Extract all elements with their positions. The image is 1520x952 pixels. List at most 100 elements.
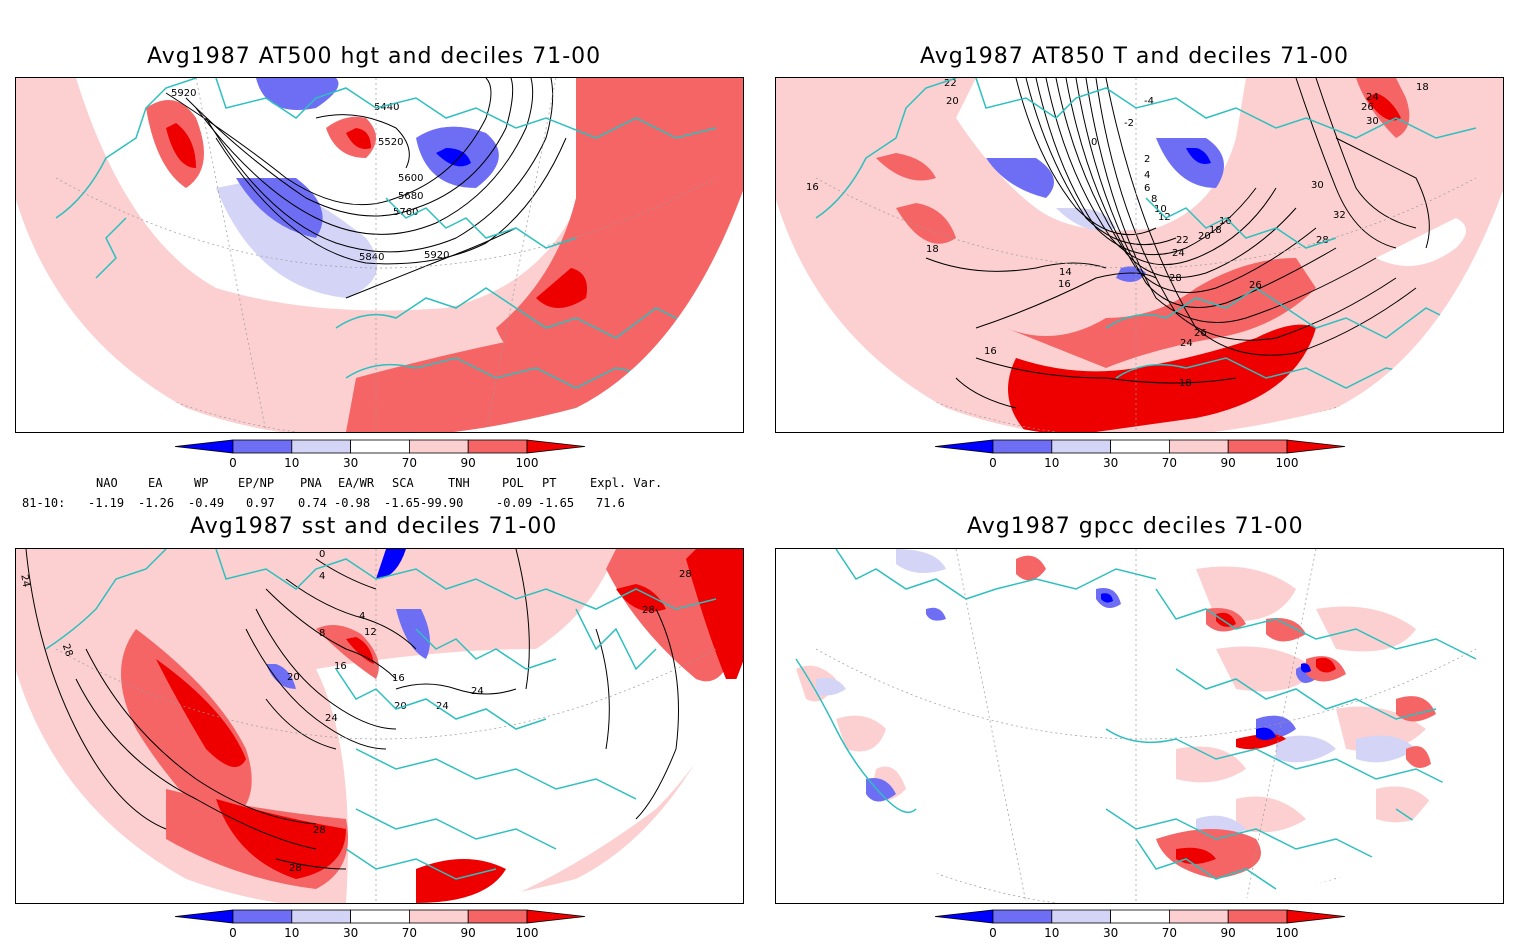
contour-label: 4 bbox=[359, 611, 365, 622]
colorbar-svg: 0 10 30 70 90 100 bbox=[934, 439, 1346, 470]
colorbar-swatch bbox=[526, 439, 586, 454]
colorbar-gpcc: 0 10 30 70 90 100 bbox=[934, 908, 1355, 948]
colorbar-tick-label: 90 bbox=[1221, 456, 1236, 470]
colorbar-swatch bbox=[232, 909, 293, 924]
index-header: POL bbox=[502, 476, 524, 490]
colorbar-swatch bbox=[1110, 909, 1170, 924]
index-header: NAO bbox=[96, 476, 118, 490]
contour-label: 20 bbox=[287, 672, 300, 683]
colorbar-swatch bbox=[291, 909, 352, 924]
colorbar-swatch bbox=[1227, 439, 1288, 454]
contour-label: 5520 bbox=[378, 137, 403, 148]
index-header: PNA bbox=[300, 476, 322, 490]
contour-label: 28 bbox=[313, 825, 326, 836]
contour-label: 26 bbox=[1361, 102, 1374, 113]
contour-label: 28 bbox=[289, 863, 302, 874]
colorbar-swatch bbox=[1051, 909, 1112, 924]
index-value: 71.6 bbox=[596, 496, 625, 510]
map-panel-t850: 22 20 -4 -2 0 2 4 6 8 10 12 14 16 16 18 … bbox=[775, 77, 1504, 433]
colorbar-tick-label: 90 bbox=[461, 456, 476, 470]
colorbar-swatch bbox=[1286, 909, 1346, 924]
contour-label: 5680 bbox=[398, 191, 423, 202]
index-header: Expl. Var. bbox=[590, 476, 663, 490]
index-header: EP/NP bbox=[238, 476, 275, 490]
contour-label: 28 bbox=[1169, 273, 1182, 284]
index-header: PT bbox=[542, 476, 557, 490]
contour-label: 24 bbox=[18, 574, 31, 588]
contour-label: 24 bbox=[1172, 248, 1185, 259]
map-panel-sst: 24 28 0 4 4 8 12 16 20 24 24 28 28 28 28… bbox=[15, 548, 744, 904]
index-value: -99.90 bbox=[420, 496, 464, 510]
colorbar-swatch bbox=[350, 909, 410, 924]
contour-label: 5600 bbox=[398, 173, 423, 184]
colorbar-swatch bbox=[526, 909, 586, 924]
colorbar-swatch bbox=[1110, 439, 1170, 454]
contour-label: 30 bbox=[1311, 180, 1324, 191]
colorbar-tick-label: 10 bbox=[284, 456, 299, 470]
colorbar-swatch bbox=[1227, 909, 1288, 924]
contour-label: 18 bbox=[926, 244, 939, 255]
colorbar-tick-label: 10 bbox=[1044, 456, 1059, 470]
index-header: SCA bbox=[392, 476, 414, 490]
colorbar-tick-label: 100 bbox=[1276, 456, 1299, 470]
contour-label: 8 bbox=[319, 628, 325, 639]
contour-label: 18 bbox=[1416, 82, 1429, 93]
colorbar-tick-label: 0 bbox=[989, 456, 997, 470]
colorbar-swatch bbox=[291, 439, 352, 454]
panel-title-t850: Avg1987 AT850 T and deciles 71-00 bbox=[920, 44, 1350, 69]
colorbar-swatch bbox=[467, 909, 528, 924]
colorbar-tick-label: 100 bbox=[1276, 926, 1299, 940]
contour-label: 12 bbox=[1158, 212, 1171, 223]
colorbar-swatch bbox=[408, 909, 469, 924]
contour-label: 5760 bbox=[393, 207, 418, 218]
contour-label: 5920 bbox=[424, 250, 449, 261]
contour-label: 20 bbox=[394, 701, 407, 712]
contour-label: 6 bbox=[1144, 183, 1150, 194]
index-value: -0.49 bbox=[188, 496, 225, 510]
colorbar-tick-label: 100 bbox=[516, 456, 539, 470]
index-value: 0.74 bbox=[298, 496, 327, 510]
colorbar-tick-label: 30 bbox=[343, 456, 358, 470]
contour-label: 16 bbox=[1219, 216, 1232, 227]
contour-label: 30 bbox=[1366, 116, 1379, 127]
contour-label: 16 bbox=[392, 673, 405, 684]
contour-label: 20 bbox=[946, 96, 959, 107]
contour-label: -4 bbox=[1144, 96, 1154, 107]
colorbar-svg: 0 10 30 70 90 100 bbox=[174, 909, 586, 940]
colorbar-swatch bbox=[232, 439, 293, 454]
contour-label: 26 bbox=[1249, 280, 1262, 291]
contour-label: 28 bbox=[642, 605, 655, 616]
contour-label: 0 bbox=[319, 549, 325, 560]
contour-label: 4 bbox=[1144, 170, 1150, 181]
contour-label: -2 bbox=[1124, 118, 1134, 129]
contour-label: 5840 bbox=[359, 252, 384, 263]
colorbar-swatch bbox=[992, 439, 1053, 454]
colorbar-tick-label: 0 bbox=[229, 456, 237, 470]
contour-label: 16 bbox=[984, 346, 997, 357]
colorbar-swatch bbox=[350, 439, 410, 454]
contour-label: 0 bbox=[1091, 137, 1097, 148]
colorbar-tick-label: 10 bbox=[1044, 926, 1059, 940]
contour-label: 5440 bbox=[374, 102, 399, 113]
contour-label: 4 bbox=[319, 571, 325, 582]
contour-label: 16 bbox=[1058, 279, 1071, 290]
contour-label: 14 bbox=[1059, 267, 1072, 278]
colorbar-t850: 0 10 30 70 90 100 bbox=[934, 438, 1355, 478]
colorbar-tick-label: 90 bbox=[461, 926, 476, 940]
colorbar-sst: 0 10 30 70 90 100 bbox=[174, 908, 595, 948]
index-header: EA bbox=[148, 476, 163, 490]
colorbar-tick-label: 30 bbox=[1103, 456, 1118, 470]
colorbar-tick-label: 90 bbox=[1221, 926, 1236, 940]
contour-label: 28 bbox=[1316, 235, 1329, 246]
colorbar-svg: 0 10 30 70 90 100 bbox=[174, 439, 586, 470]
colorbar-tick-label: 70 bbox=[1162, 926, 1177, 940]
map-panel-hgt500: 5920 5440 5520 5600 5680 5760 5840 5920 bbox=[15, 77, 744, 433]
contour-label: 24 bbox=[1366, 92, 1379, 103]
colorbar-swatch bbox=[1286, 439, 1346, 454]
colorbar-swatch bbox=[467, 439, 528, 454]
index-value: -0.98 bbox=[334, 496, 371, 510]
index-value: -1.65 bbox=[538, 496, 575, 510]
contour-label: 24 bbox=[471, 686, 484, 697]
contour-label: 5920 bbox=[171, 88, 196, 99]
index-value: -1.65 bbox=[384, 496, 421, 510]
